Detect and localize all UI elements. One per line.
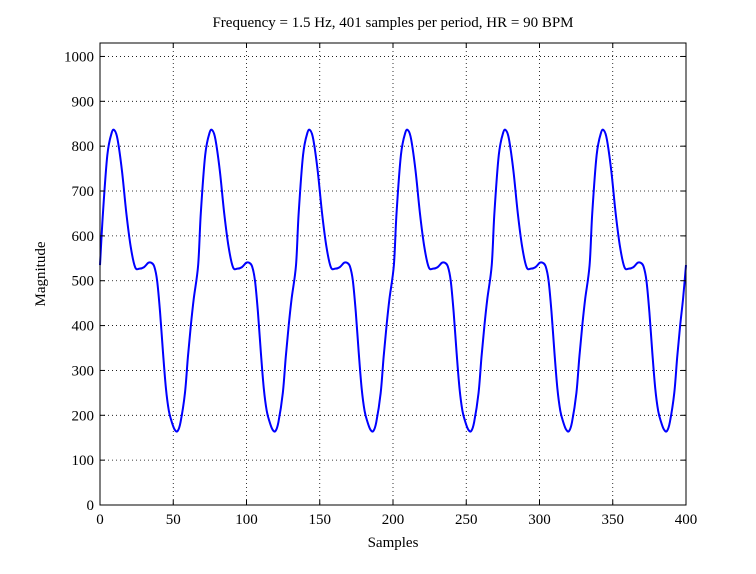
tick-marks [99, 43, 687, 506]
x-axis-label: Samples [368, 535, 419, 551]
x-tick-label: 150 [309, 512, 332, 528]
x-tick-label: 300 [528, 512, 551, 528]
x-tick-labels: 0 50 100 150 200 250 300 350 400 [96, 512, 697, 528]
y-tick-label: 500 [72, 274, 95, 290]
x-tick-label: 0 [96, 512, 104, 528]
x-tick-label: 200 [382, 512, 405, 528]
y-tick-label: 400 [72, 319, 95, 335]
x-tick-label: 350 [602, 512, 625, 528]
chart-title: Frequency = 1.5 Hz, 401 samples per peri… [212, 15, 573, 31]
y-tick-label: 200 [72, 408, 95, 424]
x-tick-label: 250 [455, 512, 478, 528]
y-tick-label: 300 [72, 363, 95, 379]
y-tick-label: 100 [72, 453, 95, 469]
y-tick-label: 1000 [64, 49, 94, 65]
y-tick-label: 900 [72, 94, 95, 110]
series-line [99, 128, 687, 433]
y-axis-label: Magnitude [33, 241, 49, 306]
x-tick-label: 400 [675, 512, 698, 528]
x-tick-label: 50 [166, 512, 181, 528]
y-tick-labels: 0 100 200 300 400 500 600 700 800 900 1000 [64, 49, 94, 514]
y-tick-label: 600 [72, 229, 95, 245]
y-tick-label: 0 [87, 498, 95, 514]
series-group [99, 128, 687, 433]
y-tick-label: 800 [72, 139, 95, 155]
y-tick-label: 700 [72, 184, 95, 200]
x-tick-label: 100 [235, 512, 258, 528]
